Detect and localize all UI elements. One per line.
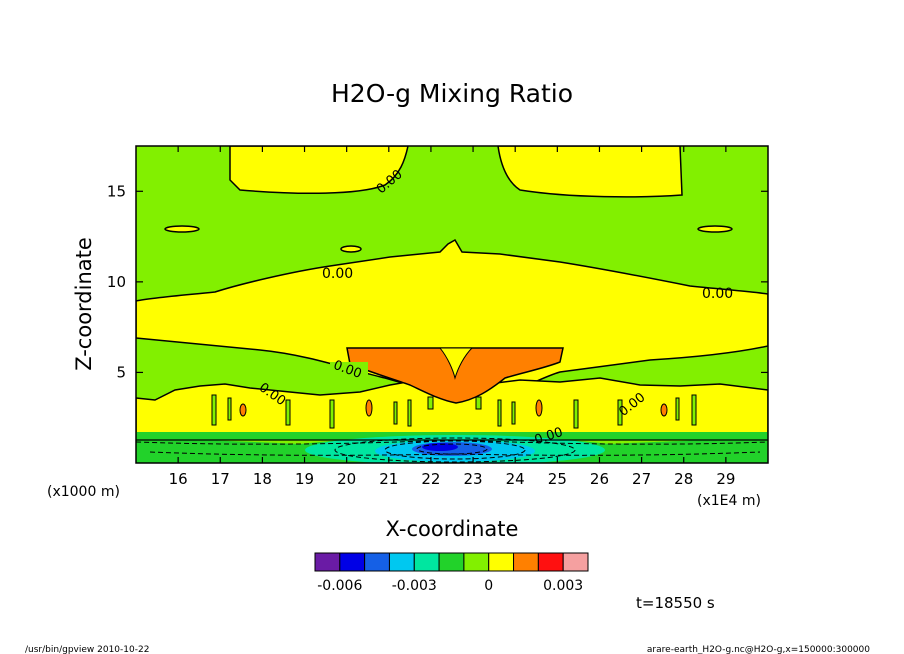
orange-cell	[365, 399, 373, 417]
chart-title: H2O-g Mixing Ratio	[331, 79, 573, 108]
colorbar-swatch	[438, 552, 465, 572]
deep-blue-zone	[422, 443, 458, 451]
y-scale-note: (x1000 m)	[47, 484, 120, 500]
time-label: t=18550 s	[636, 594, 715, 612]
x-tick-label: 19	[295, 470, 314, 488]
colorbar-tick-label: 0.003	[543, 578, 583, 594]
dashed-contours	[136, 437, 768, 463]
x-tick-label: 25	[548, 470, 567, 488]
footer-right: arare-earth_H2O-g.nc@H2O-g,x=150000:3000…	[647, 645, 870, 654]
x-tick-label: 21	[379, 470, 398, 488]
colorbar-swatch	[339, 552, 366, 572]
x-scale-note: (x1E4 m)	[697, 493, 761, 509]
colorbar-swatch	[364, 552, 390, 572]
orange-notch	[438, 347, 474, 380]
y-tick-label: 5	[116, 363, 126, 381]
small-lens	[697, 225, 733, 233]
colorbar-tick-label: -0.003	[392, 578, 437, 594]
x-tick-label: 22	[421, 470, 440, 488]
x-tick-label: 17	[211, 470, 230, 488]
x-tick-label: 26	[590, 470, 609, 488]
x-tick-label: 29	[716, 470, 735, 488]
x-axis-label: X-coordinate	[386, 517, 519, 541]
small-lens	[340, 245, 362, 253]
colorbar-tick-label: 0	[484, 578, 493, 594]
plot-area: 0.00 0.00 0.00 0.00 0.00 0.00 0.00 16 17 1…	[107, 145, 769, 488]
colorbar-swatch	[513, 552, 539, 572]
y-axis-label: Z-coordinate	[72, 237, 96, 371]
x-tick-label: 24	[506, 470, 525, 488]
colorbar-swatch	[413, 552, 440, 572]
x-tick-label: 20	[337, 470, 356, 488]
x-tick-label: 23	[464, 470, 483, 488]
colorbar-swatch	[562, 552, 589, 572]
colorbar-swatch	[314, 552, 341, 572]
x-axis: 16 17 18 19 20 21 22 23 24 25 26 27 28 29	[169, 146, 735, 488]
upper-left-lobe	[229, 146, 409, 195]
colorbar: -0.006 -0.003 0 0.003	[314, 552, 589, 594]
colorbar-tick-label: -0.006	[317, 578, 362, 594]
plot-frame	[135, 145, 769, 464]
colorbar-swatch	[463, 552, 490, 572]
orange-cell	[535, 399, 543, 417]
green-streaks	[211, 394, 697, 429]
small-lens	[164, 225, 200, 233]
contour-label: 0.00	[322, 266, 353, 282]
x-tick-label: 18	[253, 470, 272, 488]
y-tick-label: 15	[107, 182, 126, 200]
orange-cell	[660, 403, 668, 417]
colorbar-swatch	[537, 552, 564, 572]
x-tick-label: 27	[632, 470, 651, 488]
y-tick-label: 10	[107, 273, 126, 291]
footer-left: /usr/bin/gpview 2010-10-22	[25, 645, 149, 654]
colorbar-swatch	[388, 552, 415, 572]
orange-cell	[239, 403, 247, 417]
y-axis: 5 10 15	[107, 182, 768, 381]
contour-label: 0.00	[702, 286, 733, 302]
x-tick-label: 28	[674, 470, 693, 488]
upper-right-lobe	[497, 146, 683, 198]
x-tick-label: 16	[169, 470, 188, 488]
colorbar-swatch	[488, 552, 515, 572]
